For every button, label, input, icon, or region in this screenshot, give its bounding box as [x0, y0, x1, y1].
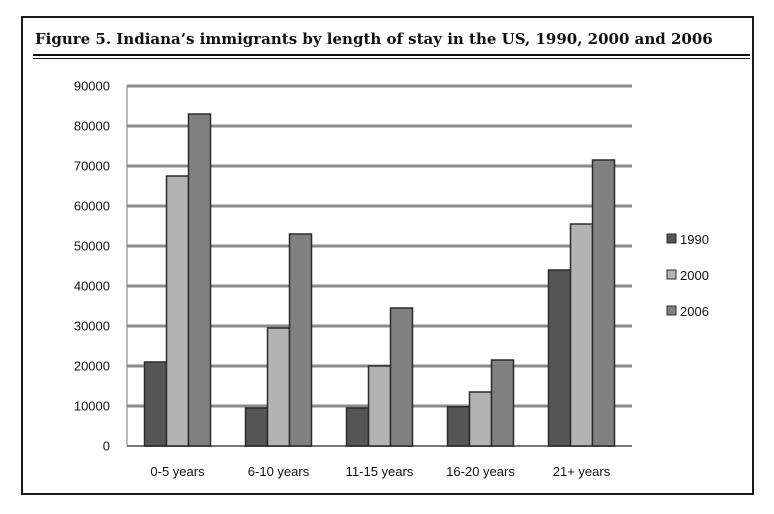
- bar: [591, 159, 616, 447]
- y-tick-label: 0: [103, 439, 110, 454]
- legend-swatch: [666, 233, 677, 244]
- y-tick-label: 80000: [74, 119, 110, 134]
- bar: [165, 175, 190, 447]
- bar: [288, 233, 313, 447]
- y-tick-label: 90000: [74, 79, 110, 94]
- x-tick-label: 21+ years: [553, 464, 611, 479]
- bar: [490, 359, 515, 447]
- y-tick-label: 50000: [74, 239, 110, 254]
- bar: [266, 327, 291, 447]
- legend-label: 1990: [680, 232, 709, 247]
- legend-label: 2006: [680, 304, 709, 319]
- legend-label: 2000: [680, 268, 709, 283]
- x-tick-label: 6-10 years: [248, 464, 310, 479]
- y-tick-label: 40000: [74, 279, 110, 294]
- bar: [367, 365, 392, 447]
- bar: [468, 391, 493, 447]
- chart-title: Figure 5. Indiana’s immigrants by length…: [35, 30, 713, 48]
- bar: [389, 307, 414, 447]
- y-tick-label: 20000: [74, 359, 110, 374]
- x-tick-label: 0-5 years: [150, 464, 205, 479]
- legend-swatch: [666, 269, 677, 280]
- bar: [569, 223, 594, 447]
- bar: [446, 406, 471, 447]
- y-tick-label: 60000: [74, 199, 110, 214]
- bar: [187, 113, 212, 447]
- bar: [345, 407, 370, 447]
- bar: [143, 361, 168, 447]
- y-tick-label: 30000: [74, 319, 110, 334]
- title-rule-thin: [33, 58, 750, 59]
- legend-swatch: [666, 305, 677, 316]
- title-rule-thick: [33, 54, 750, 56]
- y-tick-label: 10000: [74, 399, 110, 414]
- y-tick-label: 70000: [74, 159, 110, 174]
- x-tick-label: 11-15 years: [346, 464, 414, 479]
- bar: [244, 407, 269, 447]
- x-tick-label: 16-20 years: [446, 464, 515, 479]
- bar: [547, 269, 572, 447]
